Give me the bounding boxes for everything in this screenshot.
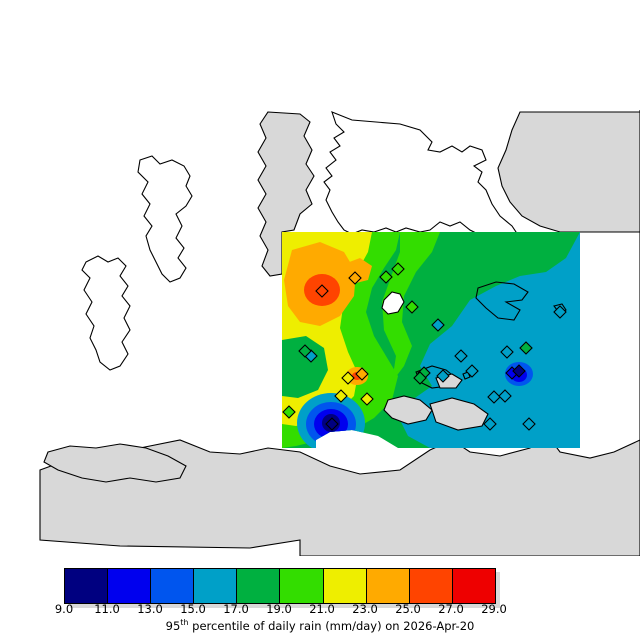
station-diamond[interactable] [431,318,445,332]
colorbar-tick-11.0: 11.0 [94,602,120,616]
colorbar-band-17-19[interactable] [237,569,281,603]
station-marker[interactable] [500,345,514,359]
contour-lobe-17-19-southwest [282,336,328,398]
station-diamond[interactable] [298,344,312,358]
station-diamond[interactable] [512,364,526,378]
colorbar-band-21-23[interactable] [323,569,367,603]
basemap-islands-west [43,155,193,483]
station-diamond[interactable] [413,371,427,385]
station-diamond[interactable] [282,405,296,419]
colorbar-tick-29.0: 29.0 [481,602,507,616]
colorbar-tick-19.0: 19.0 [266,602,292,616]
station-diamond[interactable] [553,305,567,319]
colorbar-tick-15.0: 15.0 [180,602,206,616]
caption-number: 95 [165,618,181,633]
station-marker[interactable] [315,284,329,298]
station-diamond[interactable] [519,341,533,355]
station-marker[interactable] [282,405,296,419]
station-marker[interactable] [391,262,405,276]
station-diamond[interactable] [498,389,512,403]
station-marker[interactable] [348,271,362,285]
station-marker[interactable] [519,341,533,355]
station-marker[interactable] [298,344,312,358]
station-diamond[interactable] [325,417,339,431]
colorbar-band-13-15[interactable] [151,569,195,603]
station-marker[interactable] [465,364,479,378]
colorbar-tick-21.0: 21.0 [309,602,335,616]
station-marker[interactable] [454,349,468,363]
station-diamond[interactable] [522,417,536,431]
colorbar-band-11-13[interactable] [108,569,152,603]
station-diamond[interactable] [436,369,450,383]
colorbar-tick-9.0: 9.0 [54,602,74,616]
station-diamond[interactable] [334,389,348,403]
station-diamond[interactable] [355,367,369,381]
station-marker[interactable] [498,389,512,403]
colorbar-band-9-11[interactable] [65,569,109,603]
station-marker[interactable] [341,371,355,385]
colorbar-tick-25.0: 25.0 [395,602,421,616]
station-marker[interactable] [379,270,393,284]
station-marker[interactable] [413,371,427,385]
station-marker[interactable] [334,389,348,403]
station-diamond[interactable] [483,417,497,431]
colorbar-tick-23.0: 23.0 [352,602,378,616]
colorbar-tick-27.0: 27.0 [438,602,464,616]
station-marker[interactable] [487,390,501,404]
map-panel[interactable] [0,0,640,556]
contour-band-15-17-lobe [512,280,580,352]
station-marker[interactable] [512,364,526,378]
station-marker[interactable] [355,367,369,381]
coastline-overlay [381,281,567,389]
station-marker[interactable] [360,392,374,406]
station-marker-layer[interactable] [282,262,567,431]
station-diamond[interactable] [500,345,514,359]
station-diamond[interactable] [405,300,419,314]
station-diamond[interactable] [454,349,468,363]
colorbar-band-15-17[interactable] [194,569,238,603]
station-diamond[interactable] [360,392,374,406]
station-marker[interactable] [436,369,450,383]
colorbar-band-27-29[interactable] [452,569,495,603]
caption-ordinal-suffix: th [180,618,189,627]
station-marker[interactable] [483,417,497,431]
station-marker[interactable] [431,318,445,332]
station-diamond[interactable] [379,270,393,284]
station-marker[interactable] [553,305,567,319]
colorbar-tick-13.0: 13.0 [137,602,163,616]
map-canvas[interactable] [0,0,640,556]
station-marker[interactable] [405,300,419,314]
basemap-land-upper [257,111,640,277]
caption-text: percentile of daily rain (mm/day) on 202… [188,618,475,633]
contour-field [282,232,580,448]
colorbar-caption: 95th percentile of daily rain (mm/day) o… [0,618,640,633]
station-marker[interactable] [325,417,339,431]
basemap-islands-gray [383,373,489,431]
station-diamond[interactable] [465,364,479,378]
station-diamond[interactable] [487,390,501,404]
colorbar-tick-labels: 9.0 11.0 13.0 15.0 17.0 19.0 21.0 23.0 25.0 27.0 2… [0,602,640,618]
station-diamond[interactable] [341,371,355,385]
contour-band-15-17-east [400,232,580,448]
colorbar-band-23-25[interactable] [366,569,410,603]
station-diamond[interactable] [391,262,405,276]
station-diamond[interactable] [315,284,329,298]
colorbar-band-25-27[interactable] [409,569,453,603]
station-diamond[interactable] [348,271,362,285]
station-marker[interactable] [522,417,536,431]
colorbar-tick-17.0: 17.0 [223,602,249,616]
colorbar[interactable] [64,568,496,604]
colorbar-band-19-21[interactable] [280,569,324,603]
colorbar-legend: 9.0 11.0 13.0 15.0 17.0 19.0 21.0 23.0 25.0 27.0 2… [0,556,640,640]
